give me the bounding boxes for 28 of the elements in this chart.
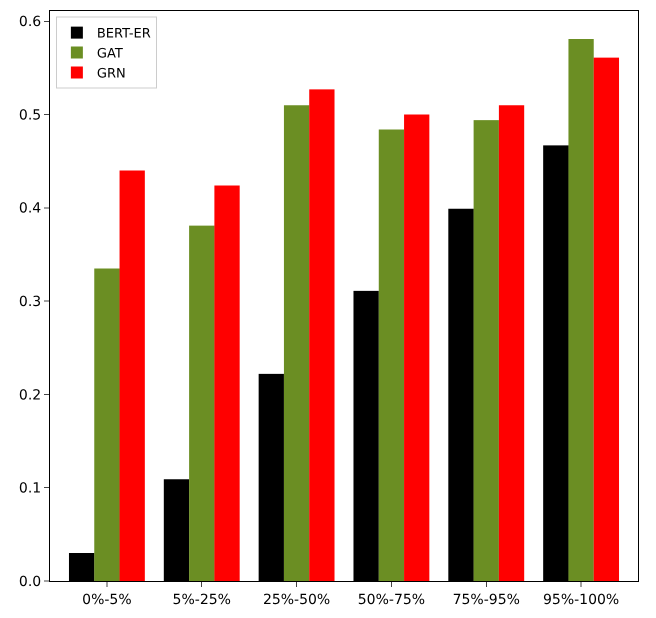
- x-tick-label: 25%-50%: [262, 592, 330, 608]
- x-tick-label: 50%-75%: [358, 592, 426, 608]
- bar: [214, 185, 240, 581]
- bar: [120, 170, 145, 581]
- y-tick-label: 0.1: [18, 480, 42, 497]
- y-tick-label: 0.2: [18, 387, 42, 404]
- x-tick-label: 75%-95%: [452, 592, 520, 608]
- y-tick-label: 0.0: [18, 574, 42, 590]
- legend-label: GRN: [96, 66, 126, 82]
- bar: [284, 105, 310, 581]
- bar: [594, 58, 620, 581]
- y-tick-label: 0.6: [18, 14, 42, 30]
- bar: [309, 89, 335, 581]
- y-tick-label: 0.4: [18, 200, 42, 217]
- y-tick-label: 0.3: [18, 294, 42, 310]
- legend-label: GAT: [96, 46, 123, 62]
- bar: [568, 38, 594, 581]
- bar: [94, 268, 120, 581]
- bar: [189, 226, 214, 581]
- x-tick-label: 95%-100%: [543, 592, 620, 608]
- legend-label: BERT-ER: [96, 26, 151, 42]
- y-tick-label: 0.5: [18, 107, 42, 124]
- x-tick-label: 5%-25%: [172, 592, 231, 608]
- bar: [474, 120, 499, 581]
- x-tick-label: 0%-5%: [82, 592, 132, 608]
- bar: [404, 114, 430, 581]
- bar: [498, 105, 524, 581]
- bar: [378, 129, 404, 581]
